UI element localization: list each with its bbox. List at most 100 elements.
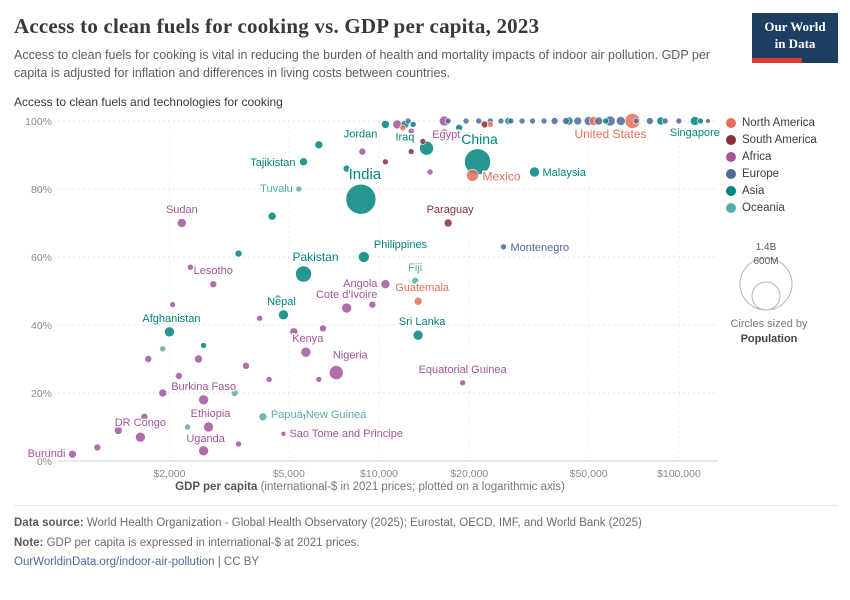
data-point-nigeria[interactable] <box>328 365 344 381</box>
country-label[interactable]: Sudan <box>164 203 199 218</box>
country-label[interactable]: Mexico <box>481 168 522 185</box>
data-point[interactable] <box>382 158 389 166</box>
data-point-tuvalu[interactable] <box>295 185 303 193</box>
country-label[interactable]: Egypt <box>431 128 462 143</box>
data-point[interactable] <box>267 212 277 221</box>
data-point-cote-d-ivoire[interactable] <box>341 302 352 314</box>
data-point[interactable] <box>144 355 153 364</box>
data-point[interactable] <box>158 388 168 398</box>
data-point[interactable] <box>594 116 603 126</box>
country-label[interactable]: China <box>460 130 500 149</box>
legend-item-north-america[interactable]: North America <box>726 117 830 129</box>
data-point[interactable] <box>319 324 327 333</box>
data-point[interactable] <box>455 124 463 132</box>
data-point[interactable] <box>235 440 242 448</box>
data-point[interactable] <box>518 117 526 125</box>
country-label[interactable]: Burkina Faso <box>170 380 238 395</box>
data-point[interactable] <box>646 117 654 126</box>
data-point[interactable] <box>159 345 167 353</box>
data-point[interactable] <box>194 354 203 364</box>
data-point[interactable] <box>265 376 273 383</box>
data-point-uganda[interactable] <box>198 445 209 457</box>
data-point[interactable] <box>399 124 407 132</box>
legend-item-oceania[interactable]: Oceania <box>726 202 830 214</box>
data-point[interactable] <box>615 116 626 127</box>
data-point[interactable] <box>475 117 483 125</box>
data-point-tajikistan[interactable] <box>299 157 308 167</box>
country-label[interactable]: Pakistan <box>291 249 340 266</box>
data-point[interactable] <box>444 117 452 125</box>
country-label[interactable]: Sao Tome and Principe <box>288 427 405 442</box>
country-label[interactable]: Angola <box>342 277 380 292</box>
data-point[interactable] <box>562 117 570 126</box>
country-label[interactable]: Kenya <box>291 332 326 347</box>
country-label[interactable]: Tajikistan <box>249 156 297 171</box>
data-point-burundi[interactable] <box>68 450 77 459</box>
country-label[interactable]: Sri Lanka <box>397 315 447 330</box>
country-label[interactable]: Nigeria <box>331 348 370 363</box>
data-point-dr-congo[interactable] <box>135 432 146 443</box>
country-label[interactable]: Lesotho <box>192 264 234 279</box>
owid-logo[interactable]: Our World in Data <box>752 13 838 63</box>
country-label[interactable]: Nepal <box>266 295 298 310</box>
country-label[interactable]: Cote d'Ivoire <box>314 288 378 303</box>
data-point[interactable] <box>540 117 548 125</box>
data-point[interactable] <box>404 117 412 125</box>
country-label[interactable]: Guatemala <box>394 281 452 296</box>
data-point[interactable] <box>214 433 222 442</box>
data-point[interactable] <box>169 301 176 309</box>
country-label[interactable]: Malaysia <box>541 166 588 181</box>
data-point[interactable] <box>697 117 704 125</box>
data-point[interactable] <box>407 148 415 156</box>
country-label[interactable]: Uganda <box>185 432 227 447</box>
data-point-burkina-faso[interactable] <box>198 394 209 406</box>
data-point[interactable] <box>368 301 377 309</box>
data-point-pakistan[interactable] <box>295 265 312 283</box>
country-label[interactable]: Equatorial Guinea <box>417 363 509 378</box>
data-point[interactable] <box>705 118 711 125</box>
data-point[interactable] <box>550 117 559 126</box>
data-point-guatemala[interactable] <box>413 297 423 306</box>
data-point[interactable] <box>218 382 227 391</box>
footer-link[interactable]: OurWorldinData.org/indoor-air-pollution <box>14 555 215 568</box>
data-point-montenegro[interactable] <box>500 243 507 251</box>
data-point[interactable] <box>242 362 250 370</box>
country-label[interactable]: Montenegro <box>509 241 571 256</box>
data-point-sao-tome-and-principe[interactable] <box>280 431 287 437</box>
country-label[interactable]: Iraq <box>394 130 416 145</box>
data-point[interactable] <box>487 121 494 128</box>
legend-item-africa[interactable]: Africa <box>726 151 830 163</box>
data-point-kenya[interactable] <box>300 347 312 358</box>
data-point[interactable] <box>300 413 307 421</box>
country-label[interactable]: Afghanistan <box>141 312 202 327</box>
data-point-sudan[interactable] <box>177 218 187 229</box>
data-point[interactable] <box>602 117 610 125</box>
data-point[interactable] <box>426 168 434 176</box>
country-label[interactable]: India <box>347 165 383 185</box>
data-point[interactable] <box>314 140 324 150</box>
data-point-malaysia[interactable] <box>529 166 540 178</box>
data-point[interactable] <box>462 117 470 125</box>
data-point[interactable] <box>274 294 282 302</box>
data-point-lesotho[interactable] <box>209 280 218 289</box>
data-point-nepal[interactable] <box>278 309 289 321</box>
country-label[interactable]: Papua New Guinea <box>269 408 368 423</box>
country-label[interactable]: Philippines <box>372 238 429 253</box>
data-point[interactable] <box>497 117 505 125</box>
country-label[interactable]: Tuvalu <box>259 182 295 197</box>
data-point[interactable] <box>438 129 451 141</box>
country-label[interactable]: Paraguay <box>425 203 476 218</box>
data-point-paraguay[interactable] <box>443 218 453 228</box>
data-point-angola[interactable] <box>380 279 391 290</box>
data-point-papua-new-guinea[interactable] <box>258 412 268 422</box>
data-point[interactable] <box>342 165 351 173</box>
data-point[interactable] <box>113 426 123 435</box>
data-point[interactable] <box>289 327 299 337</box>
data-point[interactable] <box>358 148 367 156</box>
data-point[interactable] <box>140 413 149 421</box>
data-point[interactable] <box>184 423 191 431</box>
data-point-equatorial-guinea[interactable] <box>459 379 466 387</box>
data-point-sri-lanka[interactable] <box>412 330 424 341</box>
data-point[interactable] <box>315 376 323 383</box>
data-point-ethiopia[interactable] <box>203 421 214 433</box>
